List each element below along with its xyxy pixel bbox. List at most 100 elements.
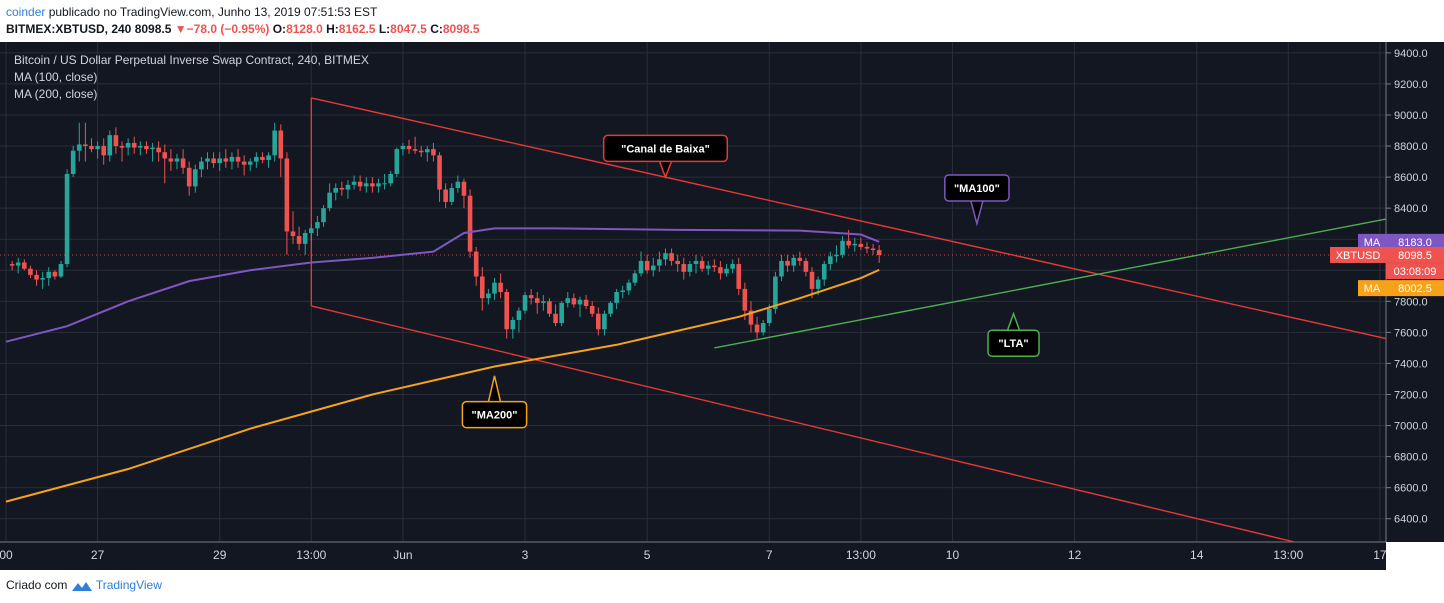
- candle-body: [321, 208, 326, 223]
- candle-body: [577, 299, 583, 305]
- candle-body: [437, 155, 442, 190]
- candle-body: [681, 264, 687, 272]
- callout-box: [602, 134, 729, 163]
- y-tick-label: 7600.0: [1394, 327, 1428, 339]
- x-tick-label: 3: [522, 548, 529, 562]
- candle-body: [376, 183, 381, 187]
- candle-body: [809, 271, 815, 289]
- candle-body: [83, 144, 88, 147]
- candle-body: [821, 264, 827, 280]
- candle-body: [192, 169, 198, 187]
- candle-body: [620, 290, 626, 292]
- candle-body: [290, 231, 296, 237]
- y-tick-label: 7800.0: [1394, 296, 1428, 308]
- candle-body: [272, 130, 277, 156]
- author-link[interactable]: coinder: [6, 5, 46, 19]
- y-tick-label: 9400.0: [1394, 48, 1428, 60]
- close-value: 8098.5: [442, 22, 480, 36]
- candle-body: [370, 183, 375, 187]
- candle-body: [247, 161, 253, 165]
- x-tick-label: 29: [213, 548, 227, 562]
- candle-body: [669, 253, 674, 261]
- price-label-name: MA: [1364, 283, 1381, 295]
- candle-body: [699, 260, 705, 269]
- candle-body: [119, 146, 125, 148]
- callout-text: "Canal de Baixa": [621, 143, 710, 155]
- candle-body: [76, 144, 82, 151]
- candle-body: [705, 265, 711, 269]
- candle-body: [339, 187, 345, 190]
- candle-body: [443, 189, 448, 202]
- price-label-value: 03:08:09: [1394, 266, 1437, 278]
- high-label: H:: [326, 22, 339, 36]
- open-label: O:: [272, 22, 287, 36]
- candle-body: [211, 158, 216, 164]
- candle-body: [663, 253, 668, 260]
- callout-box: [461, 400, 528, 429]
- candle-body: [858, 243, 864, 247]
- candle-body: [712, 265, 717, 268]
- x-tick-label: 13:00: [1273, 548, 1303, 562]
- candle-body: [333, 187, 339, 193]
- candle-body: [742, 288, 748, 311]
- footer: Criado com TradingView: [6, 578, 162, 592]
- price-change: −78.0 (−0.95%): [186, 22, 270, 36]
- candle-body: [34, 274, 39, 280]
- candle-body: [144, 146, 149, 150]
- candle-body: [46, 271, 52, 279]
- candle-body: [28, 268, 33, 275]
- y-tick-label: 8800.0: [1394, 141, 1428, 153]
- annotations: "Canal de Baixa" "MA100" "LTA" "MA200": [461, 134, 1040, 429]
- candle-body: [131, 142, 137, 148]
- callout-box: [944, 174, 1010, 202]
- price-label-tag: [1330, 246, 1386, 263]
- candle-body: [840, 240, 845, 255]
- candle-body: [498, 282, 503, 292]
- candle-body: [412, 149, 418, 151]
- candle-body: [773, 276, 778, 310]
- candle-body: [363, 183, 369, 187]
- candle-body: [394, 149, 400, 174]
- price-label-box: [1386, 246, 1444, 263]
- candle-body: [40, 278, 45, 280]
- channel-upper-line: [311, 97, 1387, 340]
- candle-body: [150, 147, 155, 150]
- price-chart[interactable]: 6400.0 6600.0 6800.0 7000.0 7200.0 7400.0 7600…: [0, 42, 1444, 570]
- candle-body: [382, 183, 387, 185]
- trend-lines: [0, 97, 1387, 543]
- time-axis[interactable]: [0, 542, 1386, 570]
- candle-body: [522, 295, 528, 311]
- candle-body: [125, 142, 131, 148]
- candle-body: [553, 313, 558, 324]
- price-label-value: 8002.5: [1398, 283, 1432, 295]
- moving-averages: [5, 227, 880, 503]
- candle-body: [296, 236, 302, 244]
- candle-body: [9, 264, 15, 266]
- y-tick-label: 7000.0: [1394, 421, 1428, 433]
- candle-body: [467, 195, 473, 252]
- candle-body: [791, 257, 796, 266]
- y-tick-label: 6600.0: [1394, 483, 1428, 495]
- y-tick-label: 6800.0: [1394, 452, 1428, 464]
- candle-body: [58, 264, 64, 277]
- x-tick-label: 12: [1068, 548, 1082, 562]
- x-tick-label: 7: [766, 548, 773, 562]
- candle-body: [583, 299, 589, 306]
- plot-background: [0, 42, 1386, 542]
- candle-body: [461, 181, 467, 196]
- candle-body: [846, 240, 851, 246]
- price-labels: MA 8183.0 XBTUSD 8098.5 03:08:09 MA 8002.5: [1330, 233, 1444, 297]
- high-value: 8162.5: [338, 22, 376, 36]
- tradingview-logo-icon: [71, 581, 92, 591]
- legend-title: Bitcoin / US Dollar Perpetual Inverse Sw…: [14, 53, 369, 67]
- candle-body: [64, 173, 70, 265]
- price-label-box: [1386, 233, 1444, 250]
- candle-body: [138, 146, 143, 148]
- candle-body: [870, 248, 876, 251]
- candle-body: [22, 262, 27, 269]
- candle-body: [223, 158, 229, 162]
- candle-body: [113, 135, 119, 147]
- candle-body: [602, 313, 607, 330]
- footer-brand[interactable]: TradingView: [95, 578, 162, 592]
- down-triangle-icon: ▼: [174, 22, 187, 36]
